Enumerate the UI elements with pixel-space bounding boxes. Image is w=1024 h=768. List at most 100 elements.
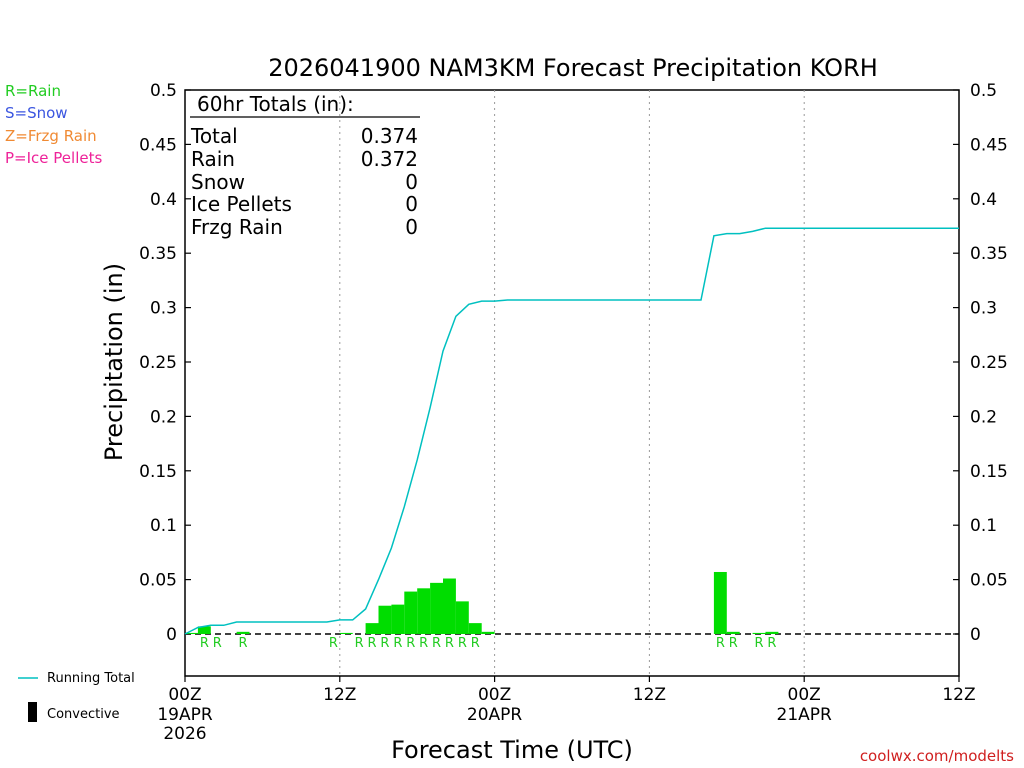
y-tick-label-left-5: 0.25 xyxy=(139,353,177,373)
y-tick-label-left-0: 0 xyxy=(166,625,177,645)
x-tick-label-3: 12Z xyxy=(633,685,666,705)
y-tick-label-left-2: 0.1 xyxy=(150,516,177,536)
ptype-marker-6: R xyxy=(380,636,389,651)
legend-ice-pellets: P=Ice Pellets xyxy=(5,149,102,167)
convective-legend-label: Convective xyxy=(47,707,120,722)
y-tick-label-right-0: 0 xyxy=(970,625,981,645)
y-tick-label-left-8: 0.4 xyxy=(150,190,177,210)
totals-label-ice-pellets: Ice Pellets xyxy=(191,192,292,216)
y-tick-label-left-1: 0.05 xyxy=(139,571,177,591)
ptype-marker-0: R xyxy=(200,636,209,651)
y-tick-label-left-10: 0.5 xyxy=(150,81,177,101)
running-total-line xyxy=(184,227,959,635)
x-tick-date-0: 19APR xyxy=(157,705,213,725)
x-tick-label-2: 00Z xyxy=(478,685,511,705)
y-tick-label-right-7: 0.35 xyxy=(970,244,1008,264)
y-tick-label-left-3: 0.15 xyxy=(139,462,177,482)
ptype-marker-12: R xyxy=(458,636,467,651)
y-tick-label-right-2: 0.1 xyxy=(970,516,997,536)
precip-bar-h18 xyxy=(404,591,418,634)
vertical-gridlines xyxy=(339,90,805,676)
y-tick-label-right-8: 0.4 xyxy=(970,190,997,210)
totals-label-snow: Snow xyxy=(191,170,245,194)
ptype-marker-3: R xyxy=(329,636,338,651)
precip-bar-h46 xyxy=(765,631,779,634)
x-tick-label-4: 00Z xyxy=(788,685,821,705)
ptype-legend: R=Rain S=Snow Z=Frzg Rain P=Ice Pellets xyxy=(5,82,102,167)
legend-snow: S=Snow xyxy=(5,104,68,122)
precip-bar-h42 xyxy=(713,571,727,634)
precip-bar-h21 xyxy=(443,578,456,634)
y-tick-label-right-10: 0.5 xyxy=(970,81,997,101)
legend-frzg-rain: Z=Frzg Rain xyxy=(5,127,97,145)
x-tick-label-1: 12Z xyxy=(323,685,356,705)
precip-bar-h22 xyxy=(455,601,469,634)
precip-bar-h16 xyxy=(378,605,392,634)
totals-value-ice-pellets: 0 xyxy=(405,192,418,216)
y-tick-label-left-7: 0.35 xyxy=(139,244,177,264)
x-tick-date-2: 20APR xyxy=(467,705,523,725)
precip-bar-h2 xyxy=(197,626,211,634)
x-axis-label: Forecast Time (UTC) xyxy=(391,736,633,764)
y-tick-label-right-4: 0.2 xyxy=(970,407,997,427)
ptype-marker-11: R xyxy=(445,636,454,651)
ptype-marker-2: R xyxy=(239,636,248,651)
totals-value-snow: 0 xyxy=(405,170,418,194)
running-total-legend-label: Running Total xyxy=(47,671,135,686)
y-axis-left: 0 0.05 0.1 0.15 0.2 0.25 0.3 0.35 0.4 0.45 0.5 xyxy=(139,81,191,645)
precip-bar-h19 xyxy=(417,588,431,634)
precip-bar-h15 xyxy=(365,623,379,634)
credit-text: coolwx.com/modelts xyxy=(860,747,1014,765)
precip-bar-h43 xyxy=(726,631,740,634)
ptype-marker-17: R xyxy=(767,636,776,651)
y-tick-label-right-3: 0.15 xyxy=(970,462,1008,482)
y-tick-label-right-6: 0.3 xyxy=(970,299,997,319)
chart-title: 2026041900 NAM3KM Forecast Precipitation… xyxy=(268,54,878,82)
precip-bar-h45 xyxy=(752,632,766,634)
x-tick-label-0: 00Z xyxy=(168,685,201,705)
ptype-marker-8: R xyxy=(406,636,415,651)
ptype-marker-5: R xyxy=(368,636,377,651)
y-tick-label-right-5: 0.25 xyxy=(970,353,1008,373)
legend-rain: R=Rain xyxy=(5,82,61,100)
precip-bar-h24 xyxy=(481,631,495,634)
ptype-marker-16: R xyxy=(755,636,764,651)
x-tick-label-5: 12Z xyxy=(942,685,975,705)
y-axis-right: 0 0.05 0.1 0.15 0.2 0.25 0.3 0.35 0.4 0.45 0.5 xyxy=(953,81,1008,645)
totals-value-frzg-rain: 0 xyxy=(405,215,418,239)
convective-legend-swatch xyxy=(28,702,37,722)
series-legend: Running Total Convective xyxy=(18,671,135,722)
ptype-marker-15: R xyxy=(729,636,738,651)
y-tick-label-right-9: 0.45 xyxy=(970,135,1008,155)
ptype-marker-4: R xyxy=(355,636,364,651)
ptype-marker-7: R xyxy=(393,636,402,651)
x-tick-date-4: 21APR xyxy=(777,705,833,725)
plot-frame xyxy=(184,89,960,677)
totals-value-total: 0.374 xyxy=(361,124,418,148)
precip-bar-h20 xyxy=(430,582,443,634)
y-tick-label-left-4: 0.2 xyxy=(150,407,177,427)
ptype-marker-1: R xyxy=(213,636,222,651)
hourly-precip-bars xyxy=(185,571,779,634)
ptype-marker-9: R xyxy=(419,636,428,651)
x-tick-year-0: 2026 xyxy=(163,724,206,744)
ptype-marker-14: R xyxy=(716,636,725,651)
precip-bar-h23 xyxy=(468,623,482,634)
totals-label-frzg-rain: Frzg Rain xyxy=(191,215,283,239)
y-tick-label-left-9: 0.45 xyxy=(139,135,177,155)
y-axis-label: Precipitation (in) xyxy=(100,263,128,461)
totals-value-rain: 0.372 xyxy=(361,147,418,171)
totals-heading: 60hr Totals (in): xyxy=(197,92,354,116)
totals-box: 60hr Totals (in): Total 0.374 Rain 0.372… xyxy=(190,92,420,239)
precip-bar-h5 xyxy=(236,631,250,634)
precip-bar-h1 xyxy=(185,632,198,634)
totals-label-rain: Rain xyxy=(191,147,235,171)
y-tick-label-left-6: 0.3 xyxy=(150,299,177,319)
precip-bar-h13 xyxy=(339,632,353,634)
y-tick-label-right-1: 0.05 xyxy=(970,571,1008,591)
ptype-marker-13: R xyxy=(471,636,480,651)
precip-bar-h17 xyxy=(391,604,405,634)
